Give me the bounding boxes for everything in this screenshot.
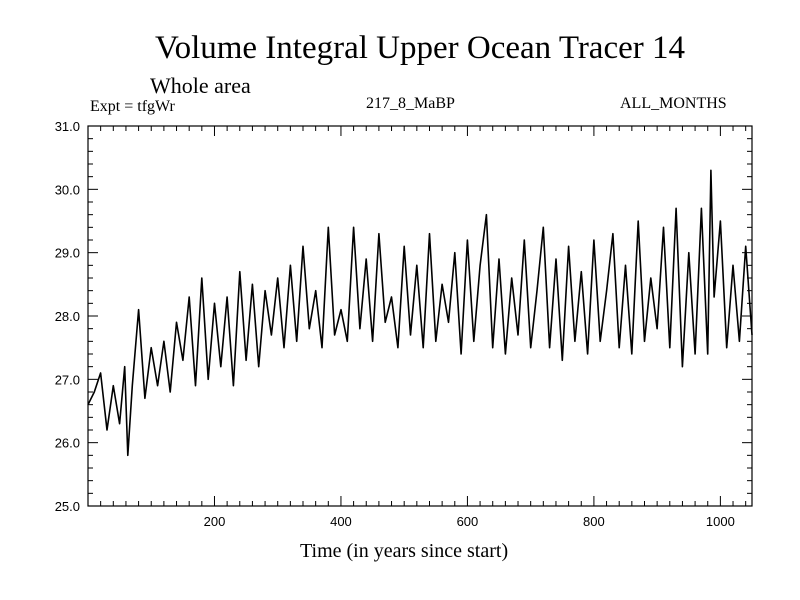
y-tick-label: 30.0	[55, 182, 80, 197]
y-tick-label: 26.0	[55, 436, 80, 451]
y-tick-label: 28.0	[55, 309, 80, 324]
chart-title: Volume Integral Upper Ocean Tracer 14	[155, 30, 685, 66]
x-tick-label: 600	[457, 514, 479, 529]
experiment-label: Expt = tfgWr	[90, 98, 175, 115]
chart-subtitle: Whole area	[150, 73, 251, 98]
series-line	[87, 169, 753, 457]
y-tick-label: 27.0	[55, 372, 80, 387]
y-tick-label: 29.0	[55, 246, 80, 261]
run-label: 217_8_MaBP	[366, 95, 455, 112]
x-tick-label: 200	[204, 514, 226, 529]
x-tick-label: 800	[583, 514, 605, 529]
x-tick-label: 1000	[706, 514, 735, 529]
x-axis-label: Time (in years since start)	[300, 540, 509, 562]
y-tick-label: 31.0	[55, 119, 80, 134]
y-tick-label: 25.0	[55, 499, 80, 514]
period-label: ALL_MONTHS	[620, 95, 727, 112]
x-tick-label: 400	[330, 514, 352, 529]
